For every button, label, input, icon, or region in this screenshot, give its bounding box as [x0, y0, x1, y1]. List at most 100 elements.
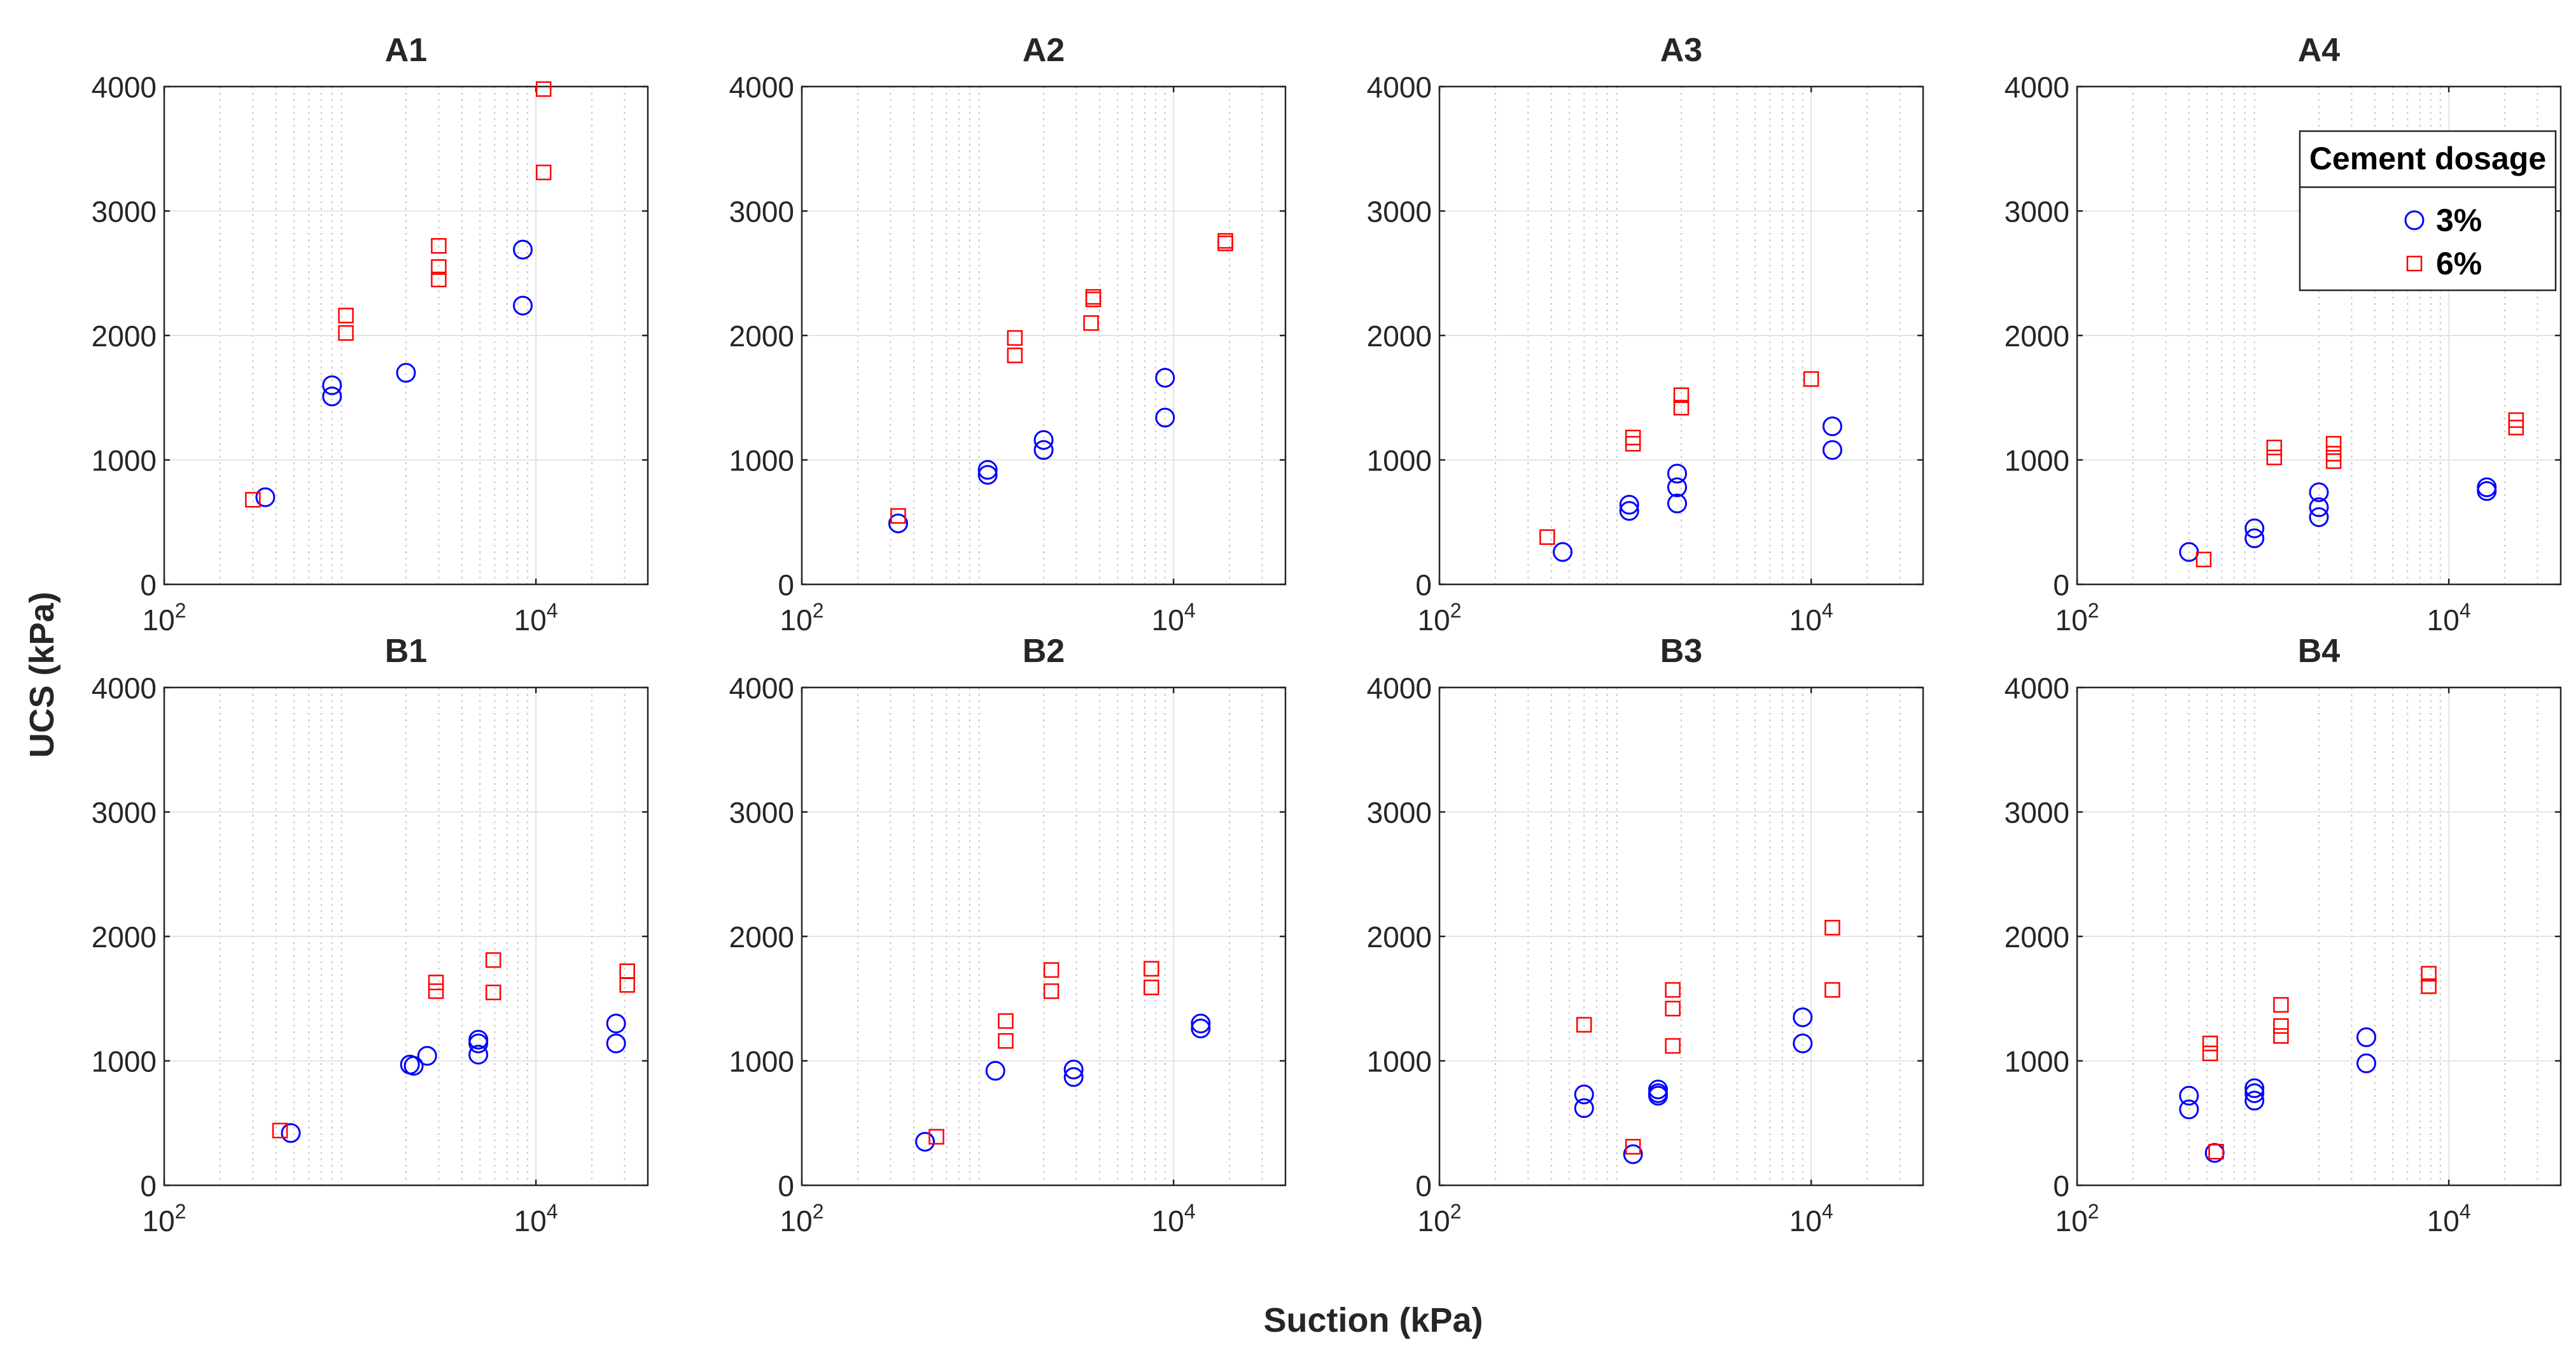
x-tick-base: 10 — [2055, 603, 2088, 637]
x-tick-label: 104 — [1152, 599, 1196, 637]
data-point-6pct — [485, 952, 501, 968]
x-tick-base: 10 — [514, 603, 547, 637]
data-point-6pct — [1665, 1038, 1681, 1054]
data-point-6pct — [2508, 420, 2524, 435]
y-tick-label: 2000 — [1367, 920, 1432, 954]
x-tick-label: 102 — [1418, 599, 1462, 637]
data-point-3pct — [1155, 367, 1175, 388]
data-point-3pct — [1793, 1033, 1813, 1054]
data-point-6pct — [928, 1129, 944, 1145]
legend-box — [2299, 130, 2557, 292]
x-tick-label: 102 — [143, 599, 186, 637]
data-point-3pct — [2244, 1078, 2265, 1099]
data-point-6pct — [2421, 966, 2437, 982]
x-tick-base: 10 — [780, 603, 813, 637]
x-tick-exponent: 2 — [1450, 1200, 1462, 1223]
data-point-3pct — [1063, 1059, 1084, 1080]
y-tick-label: 3000 — [729, 796, 794, 829]
data-point-6pct — [1824, 982, 1840, 998]
series-3pct-b1 — [281, 1013, 626, 1143]
series-3pct-a3 — [1553, 416, 1842, 562]
x-tick-exponent: 4 — [547, 599, 558, 622]
y-tick-label: 1000 — [1367, 444, 1432, 477]
x-tick-exponent: 4 — [1184, 1200, 1196, 1223]
data-point-3pct — [977, 465, 998, 485]
panel-title-a3: A3 — [1660, 32, 1702, 69]
x-tick-base: 10 — [1789, 1204, 1822, 1238]
data-point-3pct — [1191, 1019, 1211, 1039]
data-point-6pct — [998, 1033, 1014, 1049]
x-tick-label: 104 — [2427, 599, 2471, 637]
x-tick-exponent: 4 — [2460, 1200, 2471, 1223]
series-6pct-b4 — [2202, 966, 2437, 1160]
data-point-3pct — [403, 1055, 424, 1076]
data-point-6pct — [2273, 997, 2289, 1013]
data-point-6pct — [2273, 1018, 2289, 1034]
data-point-6pct — [890, 508, 906, 524]
data-point-3pct — [1553, 542, 1573, 562]
x-tick-base: 10 — [2055, 1204, 2088, 1238]
x-tick-label: 104 — [2427, 1200, 2471, 1238]
x-tick-label: 102 — [143, 1200, 186, 1238]
data-point-6pct — [2421, 978, 2437, 994]
data-point-3pct — [606, 1013, 626, 1034]
data-point-3pct — [985, 1061, 1005, 1081]
data-point-3pct — [1574, 1098, 1594, 1118]
x-tick-base: 10 — [143, 603, 175, 637]
data-point-3pct — [513, 295, 533, 316]
series-6pct-b1 — [272, 952, 635, 1139]
y-tick-label: 2000 — [2005, 320, 2069, 353]
series-6pct-a1 — [245, 81, 552, 508]
data-point-6pct — [1007, 330, 1023, 346]
y-tick-label: 3000 — [92, 195, 157, 229]
data-point-6pct — [1085, 292, 1102, 307]
data-point-3pct — [2477, 481, 2497, 501]
data-point-3pct — [1619, 501, 1639, 521]
data-point-3pct — [2244, 1083, 2265, 1103]
y-tick-label: 1000 — [92, 444, 157, 477]
x-tick-label: 104 — [1789, 599, 1833, 637]
data-point-6pct — [1625, 1139, 1641, 1155]
data-point-3pct — [2309, 497, 2329, 518]
data-point-6pct — [1803, 371, 1819, 387]
y-tick-label: 2000 — [2005, 920, 2069, 954]
series-3pct-a2 — [888, 367, 1175, 533]
data-point-3pct — [322, 386, 342, 407]
y-tick-label: 1000 — [1367, 1045, 1432, 1078]
x-tick-exponent: 2 — [1450, 599, 1462, 622]
y-tick-label: 1000 — [2005, 444, 2069, 477]
data-point-3pct — [1063, 1067, 1084, 1087]
series-6pct-a4 — [2195, 412, 2524, 568]
data-point-6pct — [272, 1122, 288, 1139]
data-point-3pct — [1619, 495, 1639, 515]
y-tick-label: 4000 — [2005, 672, 2069, 705]
data-point-6pct — [1083, 315, 1099, 331]
x-tick-base: 10 — [1789, 603, 1822, 637]
legend-marker-6pct — [2406, 255, 2423, 272]
panel-title-b2: B2 — [1023, 633, 1065, 670]
series-3pct-b2 — [915, 1013, 1211, 1152]
data-point-6pct — [1043, 983, 1060, 999]
data-point-3pct — [1667, 493, 1687, 514]
x-tick-base: 10 — [780, 1204, 813, 1238]
x-tick-exponent: 2 — [175, 599, 186, 622]
data-point-3pct — [513, 239, 533, 260]
y-tick-label: 1000 — [92, 1045, 157, 1078]
data-point-3pct — [281, 1123, 301, 1143]
data-point-3pct — [1793, 1007, 1813, 1027]
x-tick-base: 10 — [1152, 1204, 1184, 1238]
data-point-6pct — [535, 81, 552, 97]
data-point-3pct — [2244, 528, 2265, 549]
y-tick-label: 4000 — [92, 672, 157, 705]
x-tick-base: 10 — [143, 1204, 175, 1238]
x-tick-label: 102 — [2055, 1200, 2099, 1238]
x-tick-exponent: 2 — [813, 1200, 824, 1223]
data-point-6pct — [535, 164, 552, 181]
data-point-6pct — [1625, 435, 1641, 452]
x-tick-base: 10 — [1418, 603, 1450, 637]
